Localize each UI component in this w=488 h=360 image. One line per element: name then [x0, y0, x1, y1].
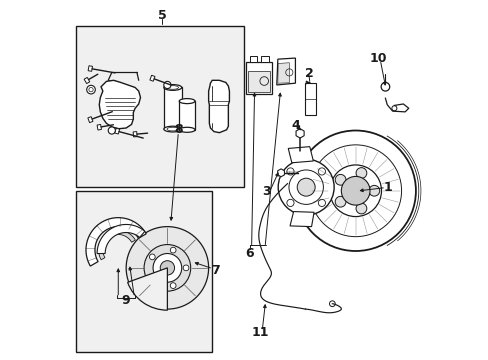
Circle shape	[126, 226, 208, 309]
Polygon shape	[88, 66, 92, 71]
Polygon shape	[246, 62, 271, 94]
Circle shape	[329, 165, 381, 217]
Polygon shape	[88, 117, 93, 123]
Circle shape	[368, 185, 379, 196]
Polygon shape	[208, 80, 229, 133]
Polygon shape	[97, 125, 102, 130]
Circle shape	[149, 276, 155, 282]
Circle shape	[170, 283, 176, 288]
Polygon shape	[248, 71, 269, 92]
Circle shape	[297, 178, 314, 196]
Circle shape	[355, 168, 366, 179]
Text: 10: 10	[368, 52, 386, 65]
Circle shape	[149, 254, 155, 260]
Circle shape	[295, 131, 415, 251]
Circle shape	[391, 106, 396, 111]
Polygon shape	[133, 132, 137, 137]
Bar	[76, 26, 244, 187]
Polygon shape	[99, 230, 135, 260]
Bar	[179, 101, 195, 130]
Ellipse shape	[163, 126, 182, 132]
Text: 11: 11	[251, 326, 269, 339]
Circle shape	[334, 174, 345, 185]
Circle shape	[170, 247, 176, 253]
Polygon shape	[289, 212, 313, 226]
Circle shape	[144, 244, 190, 291]
Text: 7: 7	[210, 264, 219, 277]
Polygon shape	[287, 147, 313, 163]
Circle shape	[318, 168, 325, 175]
Text: 6: 6	[245, 247, 254, 260]
Polygon shape	[86, 218, 146, 266]
Text: 8: 8	[174, 123, 182, 136]
Circle shape	[318, 199, 325, 207]
Polygon shape	[150, 75, 155, 81]
Text: 3: 3	[262, 185, 270, 198]
Text: 5: 5	[157, 9, 166, 22]
Polygon shape	[115, 128, 120, 134]
Ellipse shape	[179, 127, 195, 132]
Polygon shape	[295, 129, 304, 138]
Circle shape	[160, 261, 174, 275]
Polygon shape	[84, 77, 90, 84]
Circle shape	[380, 82, 389, 91]
Polygon shape	[249, 56, 257, 62]
Ellipse shape	[179, 99, 195, 104]
Polygon shape	[260, 56, 268, 62]
Circle shape	[341, 176, 369, 205]
Polygon shape	[97, 225, 144, 253]
Circle shape	[286, 199, 293, 207]
Polygon shape	[277, 63, 289, 83]
Bar	[76, 191, 212, 352]
Wedge shape	[127, 268, 167, 310]
Circle shape	[183, 265, 188, 271]
Circle shape	[86, 85, 95, 94]
Circle shape	[163, 81, 171, 89]
Polygon shape	[276, 58, 295, 85]
Text: 4: 4	[291, 119, 300, 132]
Circle shape	[355, 203, 366, 214]
Text: 1: 1	[383, 181, 391, 194]
Ellipse shape	[163, 85, 182, 90]
Circle shape	[108, 127, 115, 134]
Text: 2: 2	[304, 67, 313, 80]
Polygon shape	[99, 80, 140, 129]
Polygon shape	[304, 83, 315, 116]
Circle shape	[286, 168, 293, 175]
Polygon shape	[277, 169, 284, 177]
Text: 9: 9	[122, 294, 130, 307]
Circle shape	[153, 253, 182, 282]
Circle shape	[278, 159, 333, 215]
Circle shape	[334, 196, 345, 207]
Bar	[163, 87, 182, 129]
